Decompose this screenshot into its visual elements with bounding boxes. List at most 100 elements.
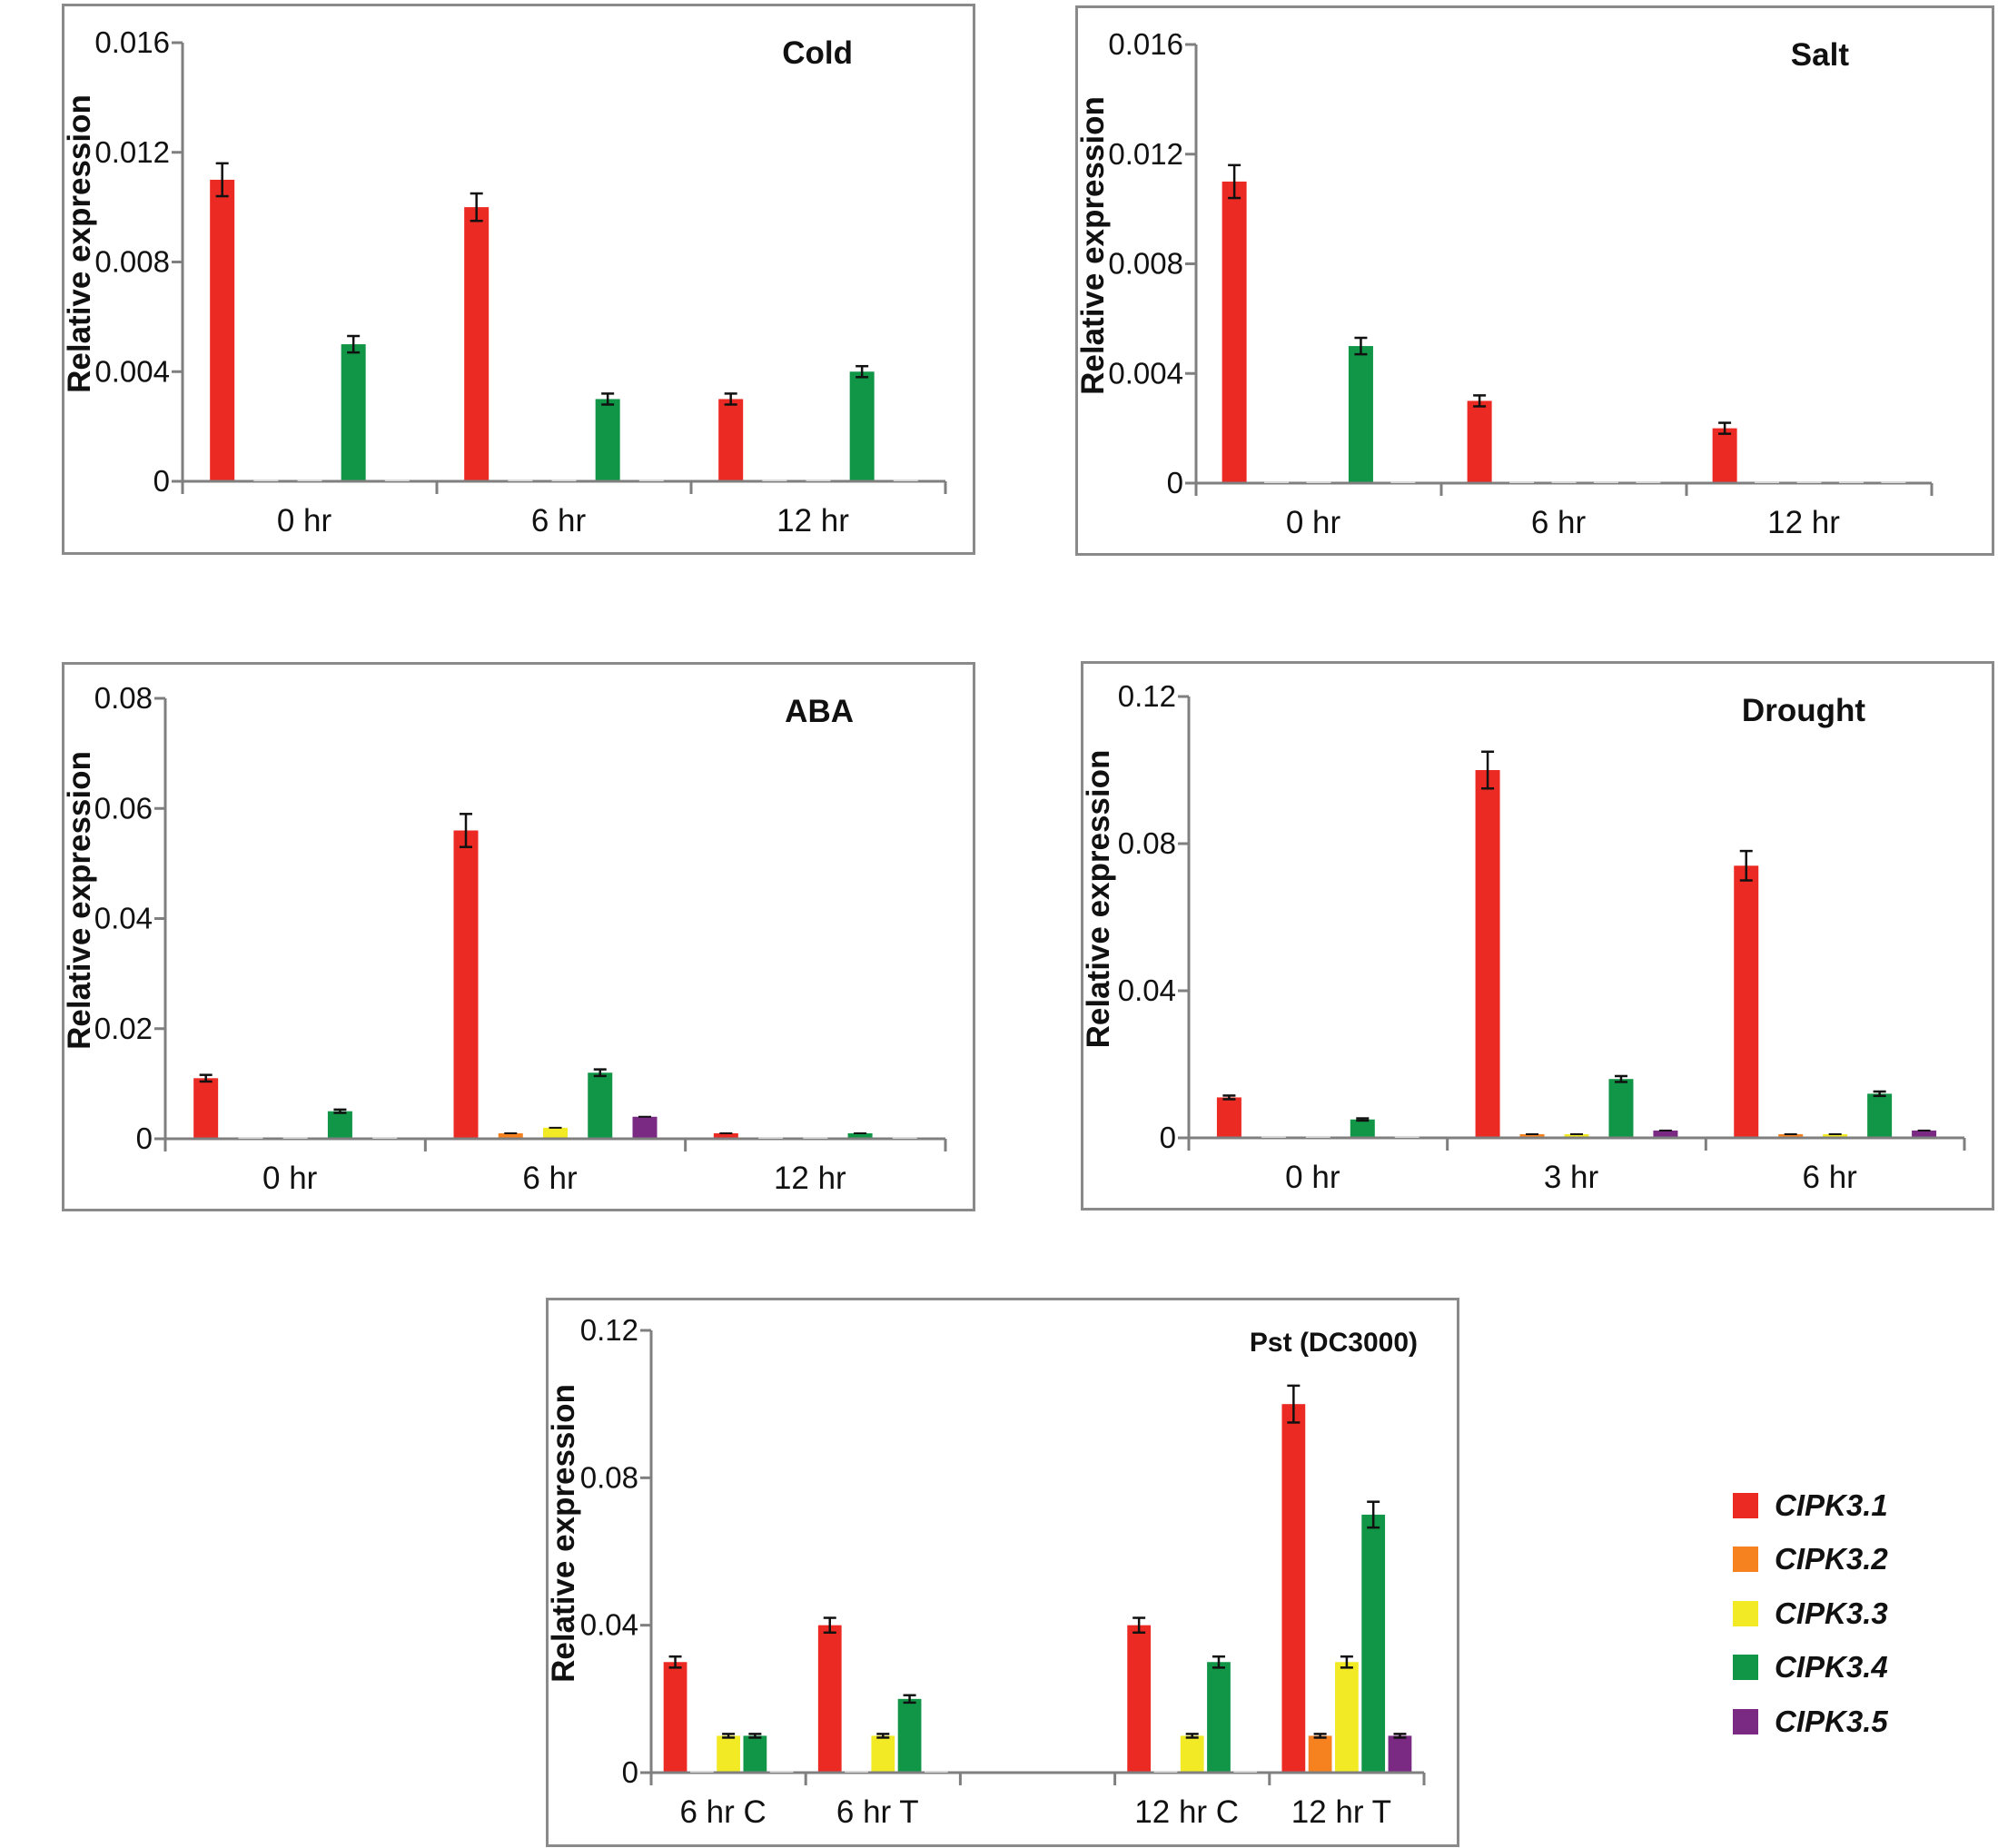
y-tick-label: 0.012	[94, 135, 170, 169]
bar	[1653, 1130, 1678, 1137]
bar	[1467, 400, 1492, 482]
bar	[193, 1078, 219, 1138]
bar	[1127, 1625, 1152, 1772]
y-axis-label: Relative expression	[1083, 750, 1116, 1049]
y-tick-label: 0.004	[94, 354, 170, 388]
legend-item: CIPK3.4	[1733, 1641, 1969, 1695]
bar	[1519, 1133, 1545, 1137]
y-tick-label: 0.04	[94, 902, 153, 935]
bar	[1335, 1662, 1359, 1772]
legend-swatch	[1733, 1655, 1758, 1681]
bar	[595, 399, 620, 480]
x-tick-label: 6 hr	[531, 503, 587, 539]
bar	[1564, 1133, 1589, 1137]
y-tick-label: 0	[153, 464, 170, 498]
bar	[847, 1132, 873, 1138]
y-tick-label: 0.04	[580, 1608, 638, 1642]
x-tick-label: 6 hr	[522, 1161, 578, 1196]
bar	[1608, 1079, 1634, 1137]
y-tick-label: 0.06	[94, 791, 153, 825]
legend-label: CIPK3.1	[1775, 1487, 1888, 1522]
chart-panel-drought: 0 0.04 0.08 0.12 0 hr 3 hr 6 hr Drought Relative…	[1081, 661, 1994, 1211]
y-axis-label: Relative expression	[64, 751, 97, 1050]
bar	[632, 1116, 658, 1138]
y-tick-label: 0	[622, 1755, 638, 1789]
bar	[1281, 1404, 1306, 1772]
chart-title: Salt	[1791, 37, 1850, 73]
bar	[663, 1662, 687, 1772]
bar	[1348, 346, 1373, 482]
y-tick-label: 0.08	[94, 681, 153, 715]
legend-label: CIPK3.2	[1775, 1542, 1888, 1576]
chart-title: ABA	[785, 694, 854, 729]
chart-panel-cold: 0 0.004 0.008 0.012 0.016 0 hr 6 hr 12 hr Cold Re…	[62, 4, 975, 555]
bar	[327, 1111, 352, 1138]
legend-item: CIPK3.1	[1733, 1478, 1969, 1533]
x-tick-label: 3 hr	[1544, 1160, 1599, 1195]
bar	[1867, 1093, 1893, 1137]
x-tick-label: 6 hr	[1531, 505, 1587, 540]
x-tick-label: 12 hr T	[1291, 1794, 1391, 1830]
bar	[453, 830, 479, 1138]
bar	[210, 179, 235, 480]
legend-swatch	[1733, 1708, 1758, 1734]
legend-swatch	[1733, 1492, 1758, 1518]
x-tick-label: 0 hr	[262, 1161, 318, 1196]
chart-svg: 0 0.04 0.08 0.12 0 hr 3 hr 6 hr Drought Relative…	[1083, 679, 1966, 1195]
legend: CIPK3.1 CIPK3.2 CIPK3.3 CIPK3.4 CIPK3.5	[1733, 1478, 1969, 1749]
bar	[1823, 1133, 1848, 1137]
y-tick-label: 0.04	[1118, 973, 1176, 1007]
bar	[588, 1072, 613, 1138]
x-tick-label: 0 hr	[277, 503, 332, 539]
bar	[498, 1132, 523, 1138]
y-axis-label: Relative expression	[1078, 96, 1111, 395]
bar	[743, 1735, 767, 1772]
y-axis-label: Relative expression	[549, 1384, 581, 1683]
chart-svg: 0 0.02 0.04 0.06 0.08 0 hr 6 hr 12 hr ABA Relativ…	[64, 681, 947, 1196]
chart-panel-salt: 0 0.004 0.008 0.012 0.016 0 hr 6 hr 12 hr Salt Re…	[1075, 5, 1994, 556]
y-tick-label: 0.08	[580, 1460, 638, 1494]
chart-title: Cold	[782, 35, 853, 71]
y-tick-label: 0.08	[1118, 826, 1176, 860]
bar	[713, 1132, 738, 1138]
x-tick-label: 0 hr	[1285, 1160, 1340, 1195]
legend-item: CIPK3.2	[1733, 1533, 1969, 1587]
bar	[1308, 1735, 1332, 1772]
x-tick-label: 12 hr C	[1134, 1794, 1239, 1830]
legend-label: CIPK3.4	[1775, 1650, 1888, 1685]
y-tick-label: 0.02	[94, 1012, 153, 1045]
y-tick-label: 0.008	[1108, 247, 1183, 281]
bar	[1207, 1662, 1231, 1772]
chart-svg: 0 0.04 0.08 0.12 6 hr C 6 hr T 12 hr C 12 hr T P…	[549, 1313, 1426, 1830]
y-tick-label: 0.004	[1108, 356, 1183, 390]
bar	[464, 207, 490, 480]
bar	[1350, 1119, 1375, 1137]
chart-title: Pst (DC3000)	[1250, 1328, 1418, 1358]
legend-swatch	[1733, 1547, 1758, 1573]
y-tick-label: 0.12	[580, 1313, 638, 1347]
chart-panel-aba: 0 0.02 0.04 0.06 0.08 0 hr 6 hr 12 hr ABA Relativ…	[62, 662, 975, 1211]
x-tick-label: 6 hr T	[836, 1794, 919, 1830]
chart-title: Drought	[1742, 693, 1865, 728]
bar	[1778, 1133, 1804, 1137]
y-tick-label: 0.12	[1118, 679, 1176, 713]
legend-label: CIPK3.5	[1775, 1704, 1888, 1738]
bar	[717, 1735, 740, 1772]
bar	[1180, 1735, 1204, 1772]
y-tick-label: 0.008	[94, 245, 170, 279]
bar	[1912, 1130, 1937, 1137]
bar	[1388, 1735, 1412, 1772]
bar	[817, 1625, 842, 1772]
chart-svg: 0 0.004 0.008 0.012 0.016 0 hr 6 hr 12 hr Salt Re…	[1078, 27, 1934, 540]
bar	[1475, 770, 1500, 1137]
legend-item: CIPK3.5	[1733, 1695, 1969, 1749]
legend-item: CIPK3.3	[1733, 1586, 1969, 1641]
legend-label: CIPK3.3	[1775, 1596, 1888, 1630]
bar	[341, 344, 366, 480]
bar	[718, 399, 744, 480]
bar	[1222, 181, 1247, 482]
x-tick-label: 0 hr	[1286, 505, 1341, 540]
bar	[871, 1735, 895, 1772]
x-tick-label: 12 hr	[1767, 505, 1840, 540]
bar	[543, 1127, 568, 1138]
